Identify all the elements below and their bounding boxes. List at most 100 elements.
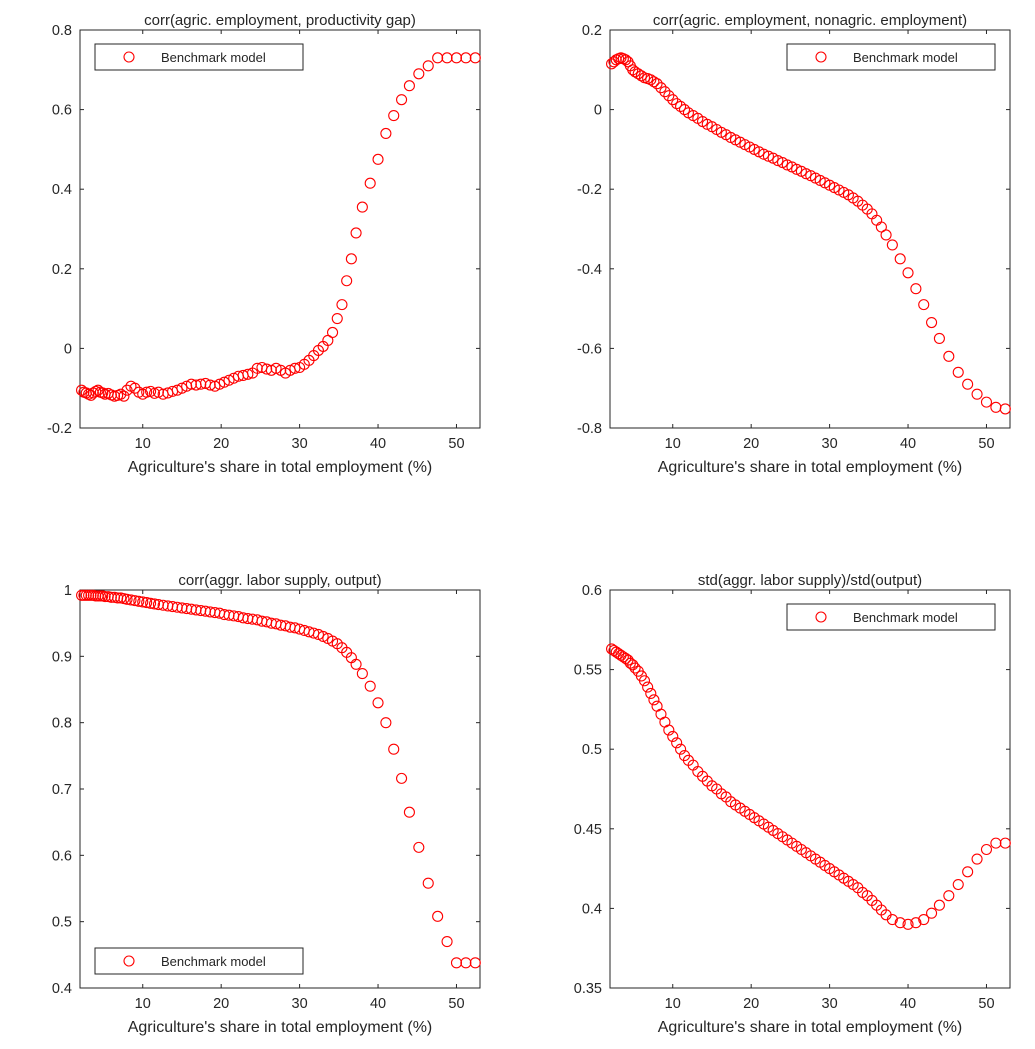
y-tick-label: 0.2 [52, 262, 72, 278]
y-tick-label: -0.6 [577, 341, 602, 357]
y-tick-label: -0.2 [47, 421, 72, 437]
data-point [469, 52, 481, 64]
chart-title: corr(agric. employment, productivity gap… [144, 12, 416, 29]
data-point [952, 878, 964, 891]
chart-panel-3: corr(aggr. labor supply, output) 10 20 30 40… [52, 572, 481, 1036]
data-point [894, 253, 906, 265]
data-point [176, 382, 188, 394]
data-point [926, 316, 938, 329]
chart-title: std(aggr. labor supply)/std(output) [698, 572, 922, 589]
data-point [762, 150, 774, 162]
y-tick-label: 0.4 [52, 182, 72, 198]
data-point [336, 299, 348, 311]
series-benchmark-model [606, 52, 1011, 415]
x-tick-label: 50 [448, 996, 464, 1012]
data-point [350, 227, 362, 239]
y-tick-label: 0.8 [52, 23, 72, 39]
data-point [962, 378, 974, 390]
x-tick-label: 10 [665, 996, 681, 1012]
data-point [629, 662, 641, 674]
data-point [121, 384, 133, 396]
data-point [933, 899, 945, 911]
x-axis-label: Agriculture's share in total employment … [128, 1019, 433, 1036]
data-point [388, 110, 400, 122]
x-tick-label: 30 [822, 996, 838, 1012]
data-point [312, 628, 324, 640]
chart-title: corr(agric. employment, nonagric. employ… [653, 12, 967, 29]
data-point [125, 594, 137, 606]
y-tick-label: 0.8 [52, 716, 72, 732]
y-tick-label: 0 [594, 103, 602, 119]
legend: Benchmark model [786, 43, 996, 71]
data-point [432, 52, 444, 64]
legend-marker [123, 955, 135, 967]
data-point [317, 630, 329, 642]
data-point [642, 681, 654, 693]
x-tick-label: 40 [900, 996, 916, 1012]
data-point [894, 917, 906, 929]
data-point [121, 593, 133, 605]
data-point [667, 730, 679, 743]
data-point [999, 403, 1011, 415]
data-point [918, 299, 930, 311]
data-point [388, 743, 400, 755]
x-tick-label: 30 [292, 436, 308, 452]
data-point [918, 913, 930, 926]
y-tick-label: 0.6 [52, 103, 72, 119]
x-tick-label: 10 [665, 436, 681, 452]
y-tick-label: 0.6 [582, 583, 602, 599]
data-point [962, 866, 974, 878]
data-point [675, 100, 687, 112]
y-tick-label: 0.4 [582, 901, 602, 917]
data-point [460, 957, 472, 969]
y-tick-label: 0.9 [52, 649, 72, 665]
data-point [469, 957, 481, 969]
series-benchmark-model [76, 589, 481, 969]
data-point [629, 66, 641, 78]
data-point [129, 595, 141, 607]
data-point [648, 76, 660, 88]
data-point [141, 597, 153, 609]
data-point [331, 312, 343, 325]
data-point [772, 154, 784, 167]
data-point [671, 737, 683, 749]
data-point [926, 907, 938, 919]
data-point [635, 70, 647, 82]
data-point [910, 283, 922, 295]
data-point [971, 388, 983, 400]
legend-label: Benchmark model [853, 610, 958, 625]
x-axis-label: Agriculture's share in total employment … [658, 1019, 963, 1036]
data-point [943, 350, 955, 362]
data-point [758, 148, 770, 160]
legend: Benchmark model [786, 603, 996, 631]
data-point [129, 382, 141, 394]
data-point [270, 362, 282, 374]
data-point [118, 390, 130, 402]
data-point [364, 177, 376, 189]
data-point [800, 168, 812, 180]
x-axis-label: Agriculture's share in total employment … [128, 459, 433, 476]
y-tick-label: 0.5 [582, 742, 602, 758]
data-point [396, 772, 408, 784]
data-point [133, 595, 145, 607]
data-point [627, 64, 639, 76]
data-point [667, 94, 679, 106]
y-tick-label: 1 [64, 583, 72, 599]
data-point [380, 717, 392, 729]
chart-panel-4: std(aggr. labor supply)/std(output) 10 20 3… [574, 572, 1011, 1036]
data-point [403, 806, 415, 818]
x-tick-label: 10 [135, 996, 151, 1012]
data-point [372, 697, 384, 709]
y-tick-label: 0.45 [574, 822, 602, 838]
series-benchmark-model [606, 643, 1011, 930]
data-point [675, 743, 687, 755]
x-tick-label: 40 [900, 436, 916, 452]
data-point [886, 239, 898, 251]
y-tick-label: -0.4 [577, 262, 602, 278]
data-point [645, 74, 657, 86]
legend-label: Benchmark model [853, 50, 958, 65]
data-point [632, 68, 644, 80]
data-point [648, 694, 660, 706]
x-tick-label: 40 [370, 996, 386, 1012]
